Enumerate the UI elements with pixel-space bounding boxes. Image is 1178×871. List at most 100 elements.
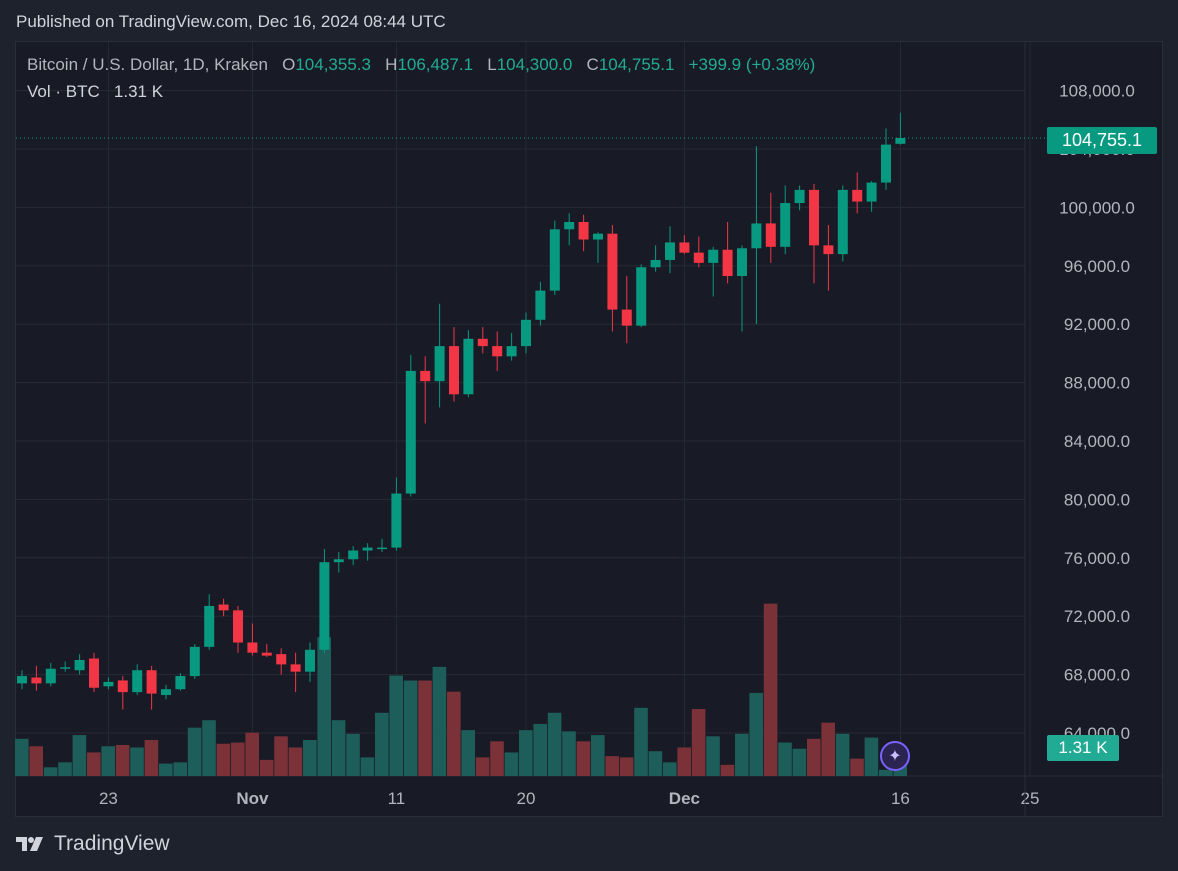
candle-body [866,182,877,202]
volume-value: 1.31 K [113,82,164,101]
y-tick-label: 88,000.0 [1064,374,1130,393]
candle-body [333,559,344,563]
volume-bar [216,743,231,776]
candle-body [449,346,459,395]
candle-body [17,676,27,684]
candle-body [463,338,474,395]
candle-body [693,252,704,263]
candle-body [175,676,186,690]
volume-bar [591,735,605,776]
candle-body [593,233,603,240]
candle-body [895,137,906,144]
volume-bar [792,748,807,776]
symbol-label[interactable]: Bitcoin / U.S. Dollar, 1D, Kraken [27,55,268,74]
brand-name: TradingView [54,832,170,855]
volume-bar [547,712,562,776]
volume-bar [749,692,763,776]
chart-panel[interactable] [15,41,1163,817]
candle-body [117,680,128,693]
volume-bar [346,733,360,776]
y-tick-label: 92,000.0 [1064,315,1130,334]
y-tick-label: 76,000.0 [1064,549,1130,568]
x-tick-label: 23 [99,789,118,808]
volume-tag: 1.31 K [1047,735,1119,761]
volume-bar [763,603,778,776]
volume-bar [879,769,893,776]
volume-bar [15,738,29,776]
candle-body [74,660,85,671]
x-tick-label: 25 [1021,789,1040,808]
volume-bar [706,736,720,776]
candle-body [665,242,675,260]
candle-body [261,652,272,656]
candle-body [549,229,560,291]
volume-bar [360,757,375,776]
candle-body [233,610,243,643]
volume-bar [461,730,475,776]
sparkle-icon[interactable]: ✦ [880,741,910,771]
candle-body [89,658,99,688]
volume-bar [29,746,43,776]
volume-bar [835,733,850,776]
candle-body [679,242,690,253]
volume-bar [159,763,173,776]
candle-body [420,370,431,382]
volume-bar [720,764,735,776]
candle-body [823,245,834,255]
volume-bar [144,740,159,776]
volume-bar [691,709,706,776]
volume-bar [850,758,864,776]
volume-bar [303,740,317,776]
volume-bar [101,746,115,776]
volume-bar [187,727,202,776]
candle-body [45,668,56,684]
volume-legend: Vol · BTC 1.31 K [27,82,163,102]
candle-body [218,604,229,611]
candle-body [204,605,215,647]
candle-body [506,346,517,357]
volume-bar [778,742,792,776]
candle-body [31,677,42,684]
candle-body [837,189,848,255]
volume-bar [331,720,346,776]
volume-bar [173,762,187,776]
candle-body [189,646,200,677]
tradingview-branding[interactable]: TradingView [16,832,170,856]
volume-bar [677,747,691,776]
x-tick-label: 16 [891,789,910,808]
candle-body [276,654,287,665]
volume-bar [317,637,331,776]
candle-body [780,203,791,247]
y-tick-label: 100,000.0 [1059,198,1135,217]
volume-bar [43,767,58,776]
volume-bar [447,691,461,776]
volume-bar [202,720,216,776]
volume-bar [619,757,634,776]
volume-label[interactable]: Vol · BTC [27,82,100,101]
volume-bar [576,741,591,776]
volume-bar [389,675,403,776]
open-value: 104,355.3 [295,55,371,74]
y-tick-label: 108,000.0 [1059,82,1135,101]
volume-bar [648,751,663,776]
ohlc-legend: Bitcoin / U.S. Dollar, 1D, Kraken O104,3… [27,55,815,75]
published-caption: Published on TradingView.com, Dec 16, 20… [16,12,446,31]
volume-bar [562,731,576,776]
y-tick-label: 80,000.0 [1064,490,1130,509]
tradingview-logo-icon [16,837,43,851]
y-tick-label: 84,000.0 [1064,432,1130,451]
volume-bar [864,737,879,776]
candle-body [305,649,315,672]
volume-bar [663,762,677,776]
candle-body [722,249,733,277]
candle-body [477,338,488,347]
y-tick-label: 68,000.0 [1064,666,1130,685]
candle-body [391,493,402,548]
candle-body [794,189,805,204]
candle-body [521,319,531,347]
candle-body [362,547,373,551]
volume-bar [504,752,519,776]
last-price-tag: 104,755.1 [1047,127,1157,154]
volume-bar [259,759,274,776]
